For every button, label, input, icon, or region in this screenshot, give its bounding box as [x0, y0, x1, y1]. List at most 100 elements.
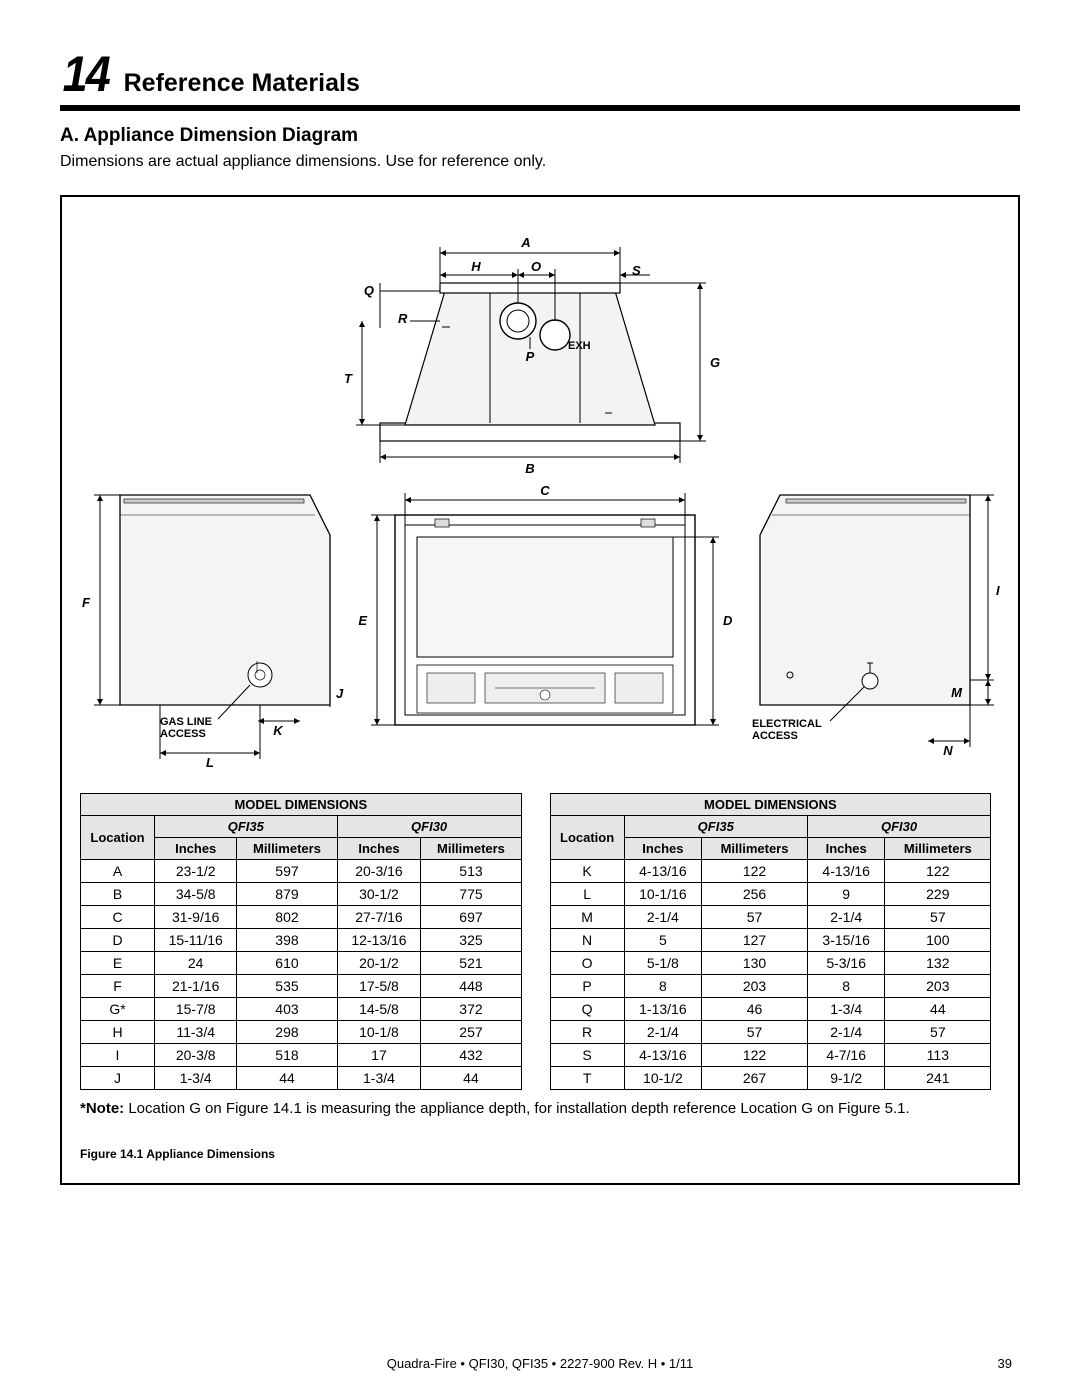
footnote-text: *Note: Location G on Figure 14.1 is meas… [80, 1100, 1000, 1119]
table-cell: 57 [702, 906, 808, 929]
table-cell: 132 [885, 952, 991, 975]
svg-text:T: T [344, 371, 353, 386]
table-cell: 20-3/16 [337, 860, 421, 883]
table-row: M2-1/4572-1/457 [550, 906, 991, 929]
col-unit: Inches [337, 838, 421, 860]
table-cell: 521 [421, 952, 521, 975]
svg-text:P: P [526, 349, 535, 364]
table-cell: 697 [421, 906, 521, 929]
table-cell: 432 [421, 1044, 521, 1067]
table-cell: 1-3/4 [155, 1067, 237, 1090]
table-cell: 17 [337, 1044, 421, 1067]
table-cell: H [81, 1021, 155, 1044]
table-cell: E [81, 952, 155, 975]
table-cell: 9 [807, 883, 885, 906]
table-cell: K [550, 860, 624, 883]
svg-text:R: R [398, 311, 408, 326]
table-cell: 267 [702, 1067, 808, 1090]
table-cell: 122 [885, 860, 991, 883]
table-row: Q1-13/16461-3/444 [550, 998, 991, 1021]
table-cell: 14-5/8 [337, 998, 421, 1021]
table-cell: 325 [421, 929, 521, 952]
table-cell: 46 [702, 998, 808, 1021]
table-row: L10-1/162569229 [550, 883, 991, 906]
table-cell: 44 [421, 1067, 521, 1090]
svg-text:I: I [996, 583, 1000, 598]
table-cell: 17-5/8 [337, 975, 421, 998]
table-cell: 203 [885, 975, 991, 998]
table-cell: 11-3/4 [155, 1021, 237, 1044]
svg-text:ACCESS: ACCESS [752, 730, 798, 742]
table-row: P82038203 [550, 975, 991, 998]
table-cell: 44 [885, 998, 991, 1021]
dimensions-table-right: MODEL DIMENSIONS Location QFI35 QFI30 In… [550, 793, 992, 1090]
table-cell: 2-1/4 [624, 1021, 702, 1044]
svg-text:J: J [336, 686, 344, 701]
table-cell: 5-1/8 [624, 952, 702, 975]
table-cell: R [550, 1021, 624, 1044]
table-cell: G* [81, 998, 155, 1021]
col-unit: Millimeters [421, 838, 521, 860]
table-cell: 130 [702, 952, 808, 975]
table-cell: J [81, 1067, 155, 1090]
table-cell: 1-3/4 [337, 1067, 421, 1090]
svg-text:ELECTRICAL: ELECTRICAL [752, 718, 822, 730]
figure-caption: Figure 14.1 Appliance Dimensions [80, 1147, 1000, 1161]
table-cell: 122 [702, 860, 808, 883]
table-row: D15-11/1639812-13/16325 [81, 929, 522, 952]
col-model: QFI30 [807, 816, 990, 838]
table-cell: 10-1/2 [624, 1067, 702, 1090]
table-cell: N [550, 929, 624, 952]
section-number: 14 [63, 45, 109, 103]
table-cell: 127 [702, 929, 808, 952]
table-cell: 30-1/2 [337, 883, 421, 906]
page-footer: Quadra-Fire • QFI30, QFI35 • 2227-900 Re… [0, 1356, 1080, 1371]
svg-text:GAS LINE: GAS LINE [160, 716, 212, 728]
table-cell: 610 [237, 952, 337, 975]
table-row: E2461020-1/2521 [81, 952, 522, 975]
table-cell: P [550, 975, 624, 998]
table-cell: M [550, 906, 624, 929]
table-cell: 5 [624, 929, 702, 952]
svg-text:C: C [540, 483, 550, 498]
table-cell: 23-1/2 [155, 860, 237, 883]
table-row: N51273-15/16100 [550, 929, 991, 952]
table-cell: A [81, 860, 155, 883]
table-cell: 398 [237, 929, 337, 952]
table-cell: 1-3/4 [807, 998, 885, 1021]
section-title: Reference Materials [124, 69, 360, 98]
diagram-svg: EXH A H O S [80, 215, 1000, 775]
table-cell: 20-3/8 [155, 1044, 237, 1067]
figure-panel: EXH A H O S [60, 195, 1020, 1185]
col-location: Location [550, 816, 624, 860]
col-model: QFI35 [624, 816, 807, 838]
table-cell: 31-9/16 [155, 906, 237, 929]
svg-text:A: A [520, 235, 530, 250]
table-row: C31-9/1680227-7/16697 [81, 906, 522, 929]
table-cell: 4-13/16 [624, 1044, 702, 1067]
table-cell: 372 [421, 998, 521, 1021]
dimension-diagram: EXH A H O S [80, 215, 1000, 775]
table-cell: 448 [421, 975, 521, 998]
svg-text:E: E [358, 613, 367, 628]
svg-text:N: N [943, 743, 953, 758]
col-unit: Millimeters [885, 838, 991, 860]
table-cell: 21-1/16 [155, 975, 237, 998]
table-cell: 229 [885, 883, 991, 906]
table-title: MODEL DIMENSIONS [550, 794, 991, 816]
svg-text:G: G [710, 355, 720, 370]
table-cell: 802 [237, 906, 337, 929]
table-cell: 8 [624, 975, 702, 998]
table-cell: 1-13/16 [624, 998, 702, 1021]
table-cell: C [81, 906, 155, 929]
svg-text:F: F [82, 595, 91, 610]
section-header: 14 Reference Materials [60, 55, 1020, 103]
page: 14 Reference Materials A. Appliance Dime… [0, 0, 1080, 1397]
table-cell: 100 [885, 929, 991, 952]
col-unit: Inches [807, 838, 885, 860]
table-cell: 4-7/16 [807, 1044, 885, 1067]
table-cell: 4-13/16 [807, 860, 885, 883]
col-unit: Millimeters [702, 838, 808, 860]
table-cell: 775 [421, 883, 521, 906]
lead-text: Dimensions are actual appliance dimensio… [60, 153, 1020, 171]
